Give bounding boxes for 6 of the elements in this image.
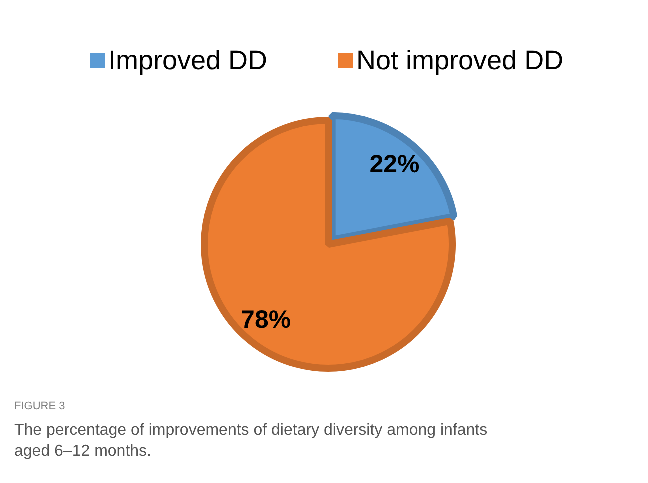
text: The percentage of improvements of dietary diversity among infants aged 6–12 months. bbox=[14, 422, 488, 460]
legend-label: Improved DD bbox=[108, 46, 268, 76]
legend-label: Not improved DD bbox=[356, 46, 564, 76]
data-label: 22% bbox=[370, 150, 420, 178]
caption: FIGURE 3 bbox=[14, 400, 66, 412]
data-label: 78% bbox=[241, 306, 292, 334]
